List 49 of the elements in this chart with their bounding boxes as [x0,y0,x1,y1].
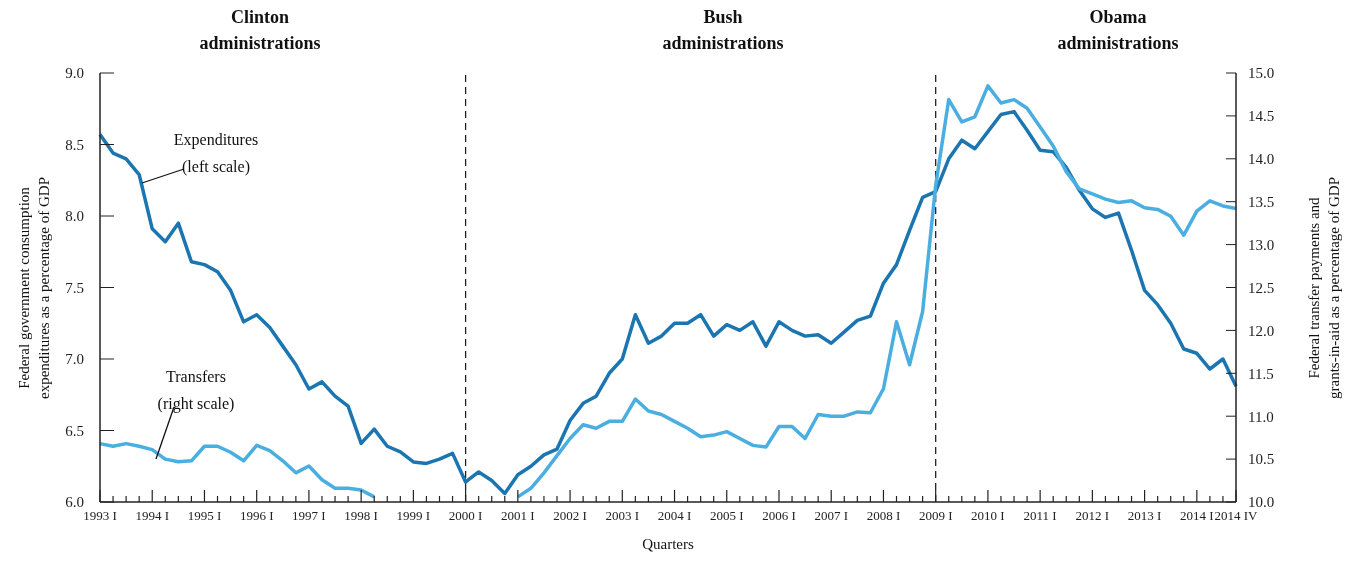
text: Transfers (right scale) [156,367,236,415]
y2-tick-label: 13.0 [1248,236,1275,253]
x-tick-label: 1998 I [344,508,378,523]
y2-tick-label: 10.5 [1248,451,1275,468]
y-tick-label: 8.0 [65,208,84,225]
x-tick-label: 2008 I [866,508,901,523]
x-tick-label: 2006 I [762,508,796,523]
y2-tick-label: 15.0 [1248,65,1275,82]
y2-axis-title: Federal transfer payments and grants-in-aid as a percentage of GDP [1305,176,1343,401]
text: Expenditures (left scale) [172,130,260,178]
x-tick-label: 2014 I [1180,508,1214,523]
text: Clinton administrations [198,6,322,55]
text: Bush administrations [661,6,785,55]
y2-tick-label: 11.0 [1248,408,1274,425]
y2-tick-label: 14.0 [1248,151,1275,168]
x-tick-label: 2000 I [448,508,483,523]
x-tick-label: 2003 I [605,508,640,523]
y-tick-label: 9.0 [65,65,84,82]
y-tick-label: 6.0 [65,494,84,511]
y2-tick-label: 13.5 [1248,194,1275,211]
x-tick-label: 2013 I [1127,508,1162,523]
x-tick-label: 2005 I [709,508,744,523]
x-tick-label: 2007 I [814,508,849,523]
text: Obama administrations [1056,6,1180,55]
x-tick-label: 1999 I [396,508,431,523]
y-tick-label: 6.5 [65,422,84,439]
y2-tick-label: 11.5 [1248,365,1274,382]
y2-tick-label: 14.5 [1248,108,1275,125]
y2-tick-label: 10.0 [1248,494,1275,511]
x-tick-label: 1997 I [292,508,326,523]
x-tick-label: 1995 I [187,508,222,523]
y2-tick-label: 12.5 [1248,279,1275,296]
x-tick-label: 2014 IV [1214,508,1259,523]
x-tick-label: 2011 I [1023,508,1057,523]
x-tick-label: 2004 I [657,508,692,523]
x-tick-label: 2009 I [918,508,953,523]
y-tick-label: 7.5 [65,279,84,296]
y2-tick-label: 12.0 [1248,322,1275,339]
x-tick-label: 1993 I [83,508,117,523]
x-tick-label: 1996 I [239,508,274,523]
y-tick-label: 7.0 [65,351,84,368]
x-axis-title: Quarters [641,536,695,553]
x-tick-label: 2001 I [501,508,535,523]
x-tick-label: 2012 I [1075,508,1110,523]
x-tick-label: 2010 I [971,508,1005,523]
y-tick-label: 8.5 [65,136,84,153]
y-axis-title: Federal government consumption expenditures as a percentage of GDP [15,176,53,401]
x-tick-label: 2002 I [553,508,587,523]
x-tick-label: 1994 I [135,508,170,523]
